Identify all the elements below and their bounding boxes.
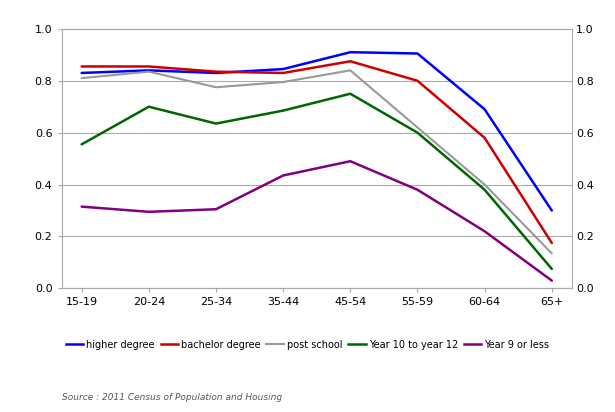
Legend: higher degree, bachelor degree, post school, Year 10 to year 12, Year 9 or less: higher degree, bachelor degree, post sch… bbox=[62, 336, 553, 353]
Text: Source : 2011 Census of Population and Housing: Source : 2011 Census of Population and H… bbox=[62, 393, 282, 402]
